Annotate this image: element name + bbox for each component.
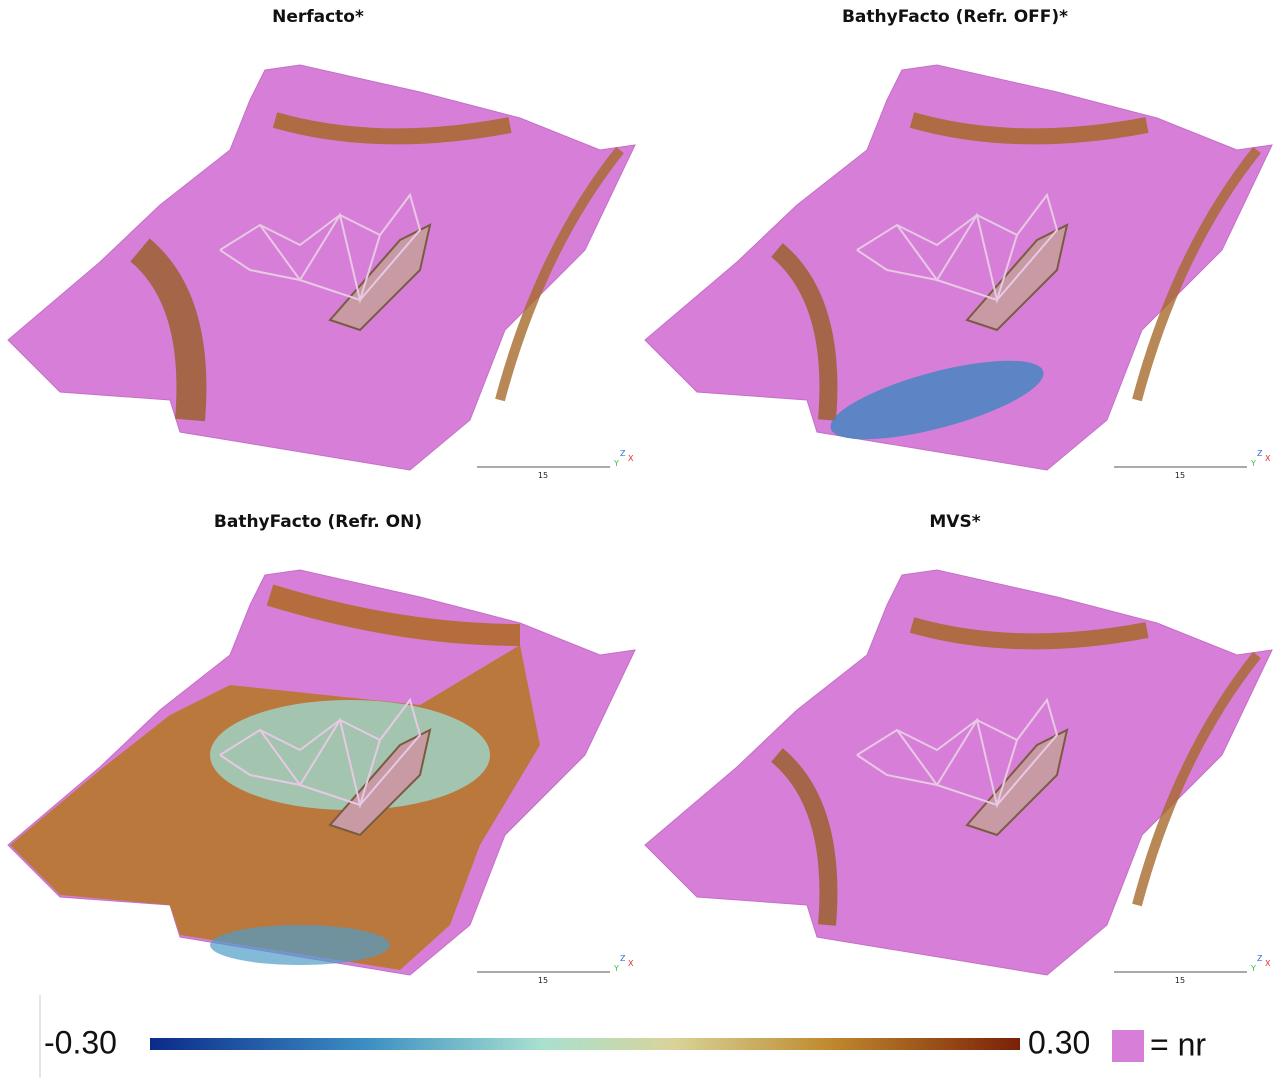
axis-label: Y (1250, 459, 1256, 468)
panel: MVS* 15 YZX (645, 512, 1272, 985)
nr-swatch (1112, 1030, 1144, 1062)
axis-label: X (628, 959, 634, 968)
error-map (210, 925, 390, 965)
error-map (210, 700, 490, 810)
scale-label: 15 (1175, 471, 1185, 480)
panel-title: BathyFacto (Refr. OFF)* (842, 7, 1068, 27)
axis-label: X (1265, 959, 1271, 968)
scale-label: 15 (1175, 976, 1185, 985)
panel: Nerfacto* 15 YZX (8, 7, 635, 480)
colorbar-max: 0.30 (1028, 1024, 1090, 1060)
axis-label: Z (1257, 954, 1263, 963)
axis-label: Y (1250, 964, 1256, 973)
axis-label: Z (620, 954, 626, 963)
panel-title: Nerfacto* (272, 7, 364, 27)
axis-label: X (628, 454, 634, 463)
scale-label: 15 (538, 976, 548, 985)
scale-label: 15 (538, 471, 548, 480)
axis-label: Z (1257, 449, 1263, 458)
figure: -0.30 0.30 = nr Nerfacto*15YZXBathyFacto… (0, 0, 1274, 1078)
axis-label: Y (613, 964, 619, 973)
panel: BathyFacto (Refr. OFF)* 15 YZX (645, 7, 1272, 480)
panel-title: MVS* (929, 512, 980, 532)
panel-title: BathyFacto (Refr. ON) (214, 512, 422, 532)
axis-label: X (1265, 454, 1271, 463)
colorbar-min: -0.30 (44, 1024, 117, 1060)
axis-label: Z (620, 449, 626, 458)
nr-legend: = nr (1150, 1026, 1206, 1062)
axis-label: Y (613, 459, 619, 468)
panel: BathyFacto (Refr. ON) 15 YZX (8, 512, 635, 985)
colorbar (150, 1038, 1020, 1050)
